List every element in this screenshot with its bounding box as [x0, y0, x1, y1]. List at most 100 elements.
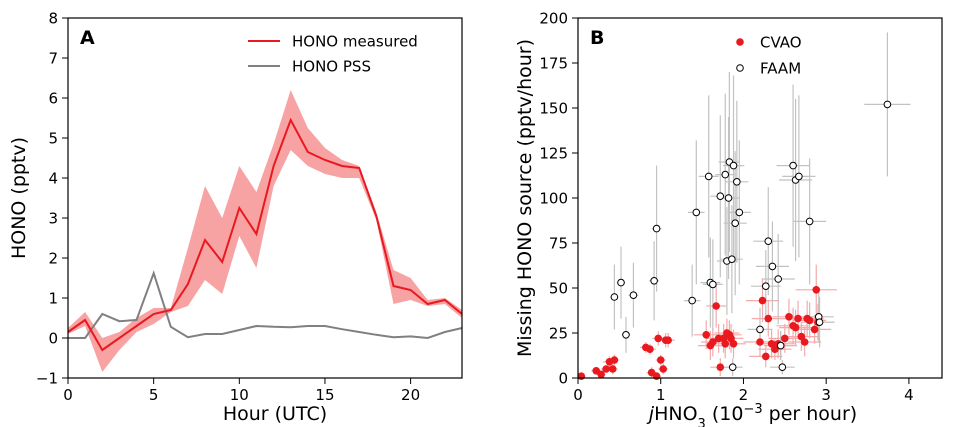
faam-point — [610, 293, 619, 301]
cvao-point — [785, 313, 793, 321]
panel-b: 0 1 2 3 4 0 25 50 75 100 125 150 175 200 B CVAO FAAM j… — [514, 9, 943, 427]
faam-point — [692, 208, 701, 217]
cvao-point — [758, 296, 767, 305]
pss-series-line — [68, 270, 463, 340]
x-tick-label: 4 — [904, 386, 914, 404]
x-label-mid: (10 — [706, 403, 744, 425]
faam-point — [776, 341, 785, 350]
y-tick-label: 8 — [48, 9, 58, 27]
faam-point — [768, 262, 777, 271]
panel-b-letter: B — [590, 27, 604, 49]
panel-b-errorbars — [578, 32, 911, 378]
y-tick-label: 2 — [48, 249, 58, 267]
cvao-point — [610, 356, 619, 364]
faam-point — [704, 172, 713, 181]
faam-point — [789, 161, 797, 170]
legend-cvao-marker — [736, 38, 744, 46]
cvao-point — [791, 323, 800, 332]
measured-series-line — [67, 117, 463, 352]
cvao-point — [602, 365, 610, 373]
faam-point — [795, 172, 803, 181]
panel-b-legend: CVAO FAAM — [736, 33, 802, 77]
x-tick-label: 0 — [573, 386, 583, 404]
x-label-superscript: −3 — [743, 402, 762, 417]
cvao-point — [577, 372, 586, 381]
panel-b-x-axis-label: jHNO3 (10−3 per hour) — [646, 402, 857, 427]
faam-point — [778, 363, 787, 372]
cvao-point — [761, 352, 770, 361]
x-tick-label: 3 — [821, 386, 831, 404]
faam-point — [761, 282, 770, 291]
faam-point — [883, 100, 892, 109]
faam-point — [728, 363, 737, 372]
panel-a-x-axis-label: Hour (UTC) — [223, 403, 327, 425]
cvao-point — [659, 365, 668, 373]
cvao-point — [805, 316, 814, 325]
y-tick-label: 6 — [48, 89, 58, 107]
x-label-end: per hour) — [763, 403, 858, 425]
panel-a-axes-frame — [67, 17, 463, 379]
cvao-point — [646, 345, 654, 354]
cvao-point — [608, 365, 617, 373]
x-tick-label: 2 — [739, 386, 749, 404]
faam-point — [650, 277, 658, 285]
x-tick-label: 0 — [63, 386, 73, 404]
y-tick-label: 5 — [48, 129, 58, 147]
x-tick-label: 5 — [149, 386, 159, 404]
y-tick-label: 75 — [549, 234, 568, 252]
legend-series-name: CVAO — [760, 33, 802, 51]
faam-point — [721, 170, 730, 179]
panel-a-frame-rect — [67, 17, 463, 379]
faam-point — [815, 318, 824, 327]
faam-point — [728, 255, 736, 264]
faam-point — [756, 325, 764, 334]
y-tick-label: 200 — [539, 9, 568, 27]
faam-point — [622, 331, 630, 339]
cvao-point — [597, 370, 605, 379]
panel-a-y-axis-label: HONO (pptv) — [8, 137, 30, 259]
faam-point — [735, 208, 744, 217]
cvao-point — [721, 340, 730, 348]
y-tick-label: 150 — [539, 99, 568, 117]
y-tick-label: 0 — [48, 329, 58, 347]
cvao-point — [702, 331, 711, 339]
cvao-point — [664, 336, 672, 345]
faam-point — [805, 217, 814, 226]
cvao-point — [781, 334, 789, 343]
panel-a-legend: HONO measured HONO PSS — [248, 32, 418, 75]
cvao-point — [756, 338, 764, 346]
y-tick-label: 7 — [48, 49, 58, 67]
y-tick-label: 125 — [539, 144, 568, 162]
cvao-point — [709, 338, 717, 346]
legend-series-name: FAAM — [760, 59, 801, 77]
faam-point — [764, 237, 773, 245]
cvao-point — [794, 314, 802, 323]
y-tick-label: 100 — [539, 189, 568, 207]
y-tick-label: 175 — [539, 54, 568, 72]
cvao-point — [800, 338, 809, 346]
cvao-point — [652, 372, 661, 381]
x-tick-label: 15 — [315, 386, 334, 404]
cvao-point — [810, 325, 819, 334]
faam-point — [629, 291, 638, 300]
faam-point — [688, 296, 696, 305]
faam-point — [617, 278, 625, 287]
cvao-point — [812, 286, 821, 294]
panel-b-y-axis-label: Missing HONO source (pptv/hour) — [514, 39, 536, 357]
y-tick-label: 3 — [48, 209, 58, 227]
measured-uncertainty-band — [68, 90, 462, 372]
panel-b-points — [577, 100, 892, 381]
faam-point — [652, 224, 661, 233]
x-tick-label: 1 — [656, 386, 666, 404]
faam-point — [774, 275, 783, 283]
panel-a-ticks: 0 5 10 15 20 −1 0 1 2 3 4 5 6 7 8 — [36, 9, 420, 404]
cvao-point — [654, 334, 663, 343]
panel-a-lines — [67, 117, 463, 352]
y-tick-label: 25 — [549, 324, 568, 342]
measured-band-shape — [68, 90, 462, 372]
x-tick-label: 20 — [401, 386, 420, 404]
cvao-point — [656, 356, 665, 364]
y-tick-label: −1 — [36, 369, 58, 387]
